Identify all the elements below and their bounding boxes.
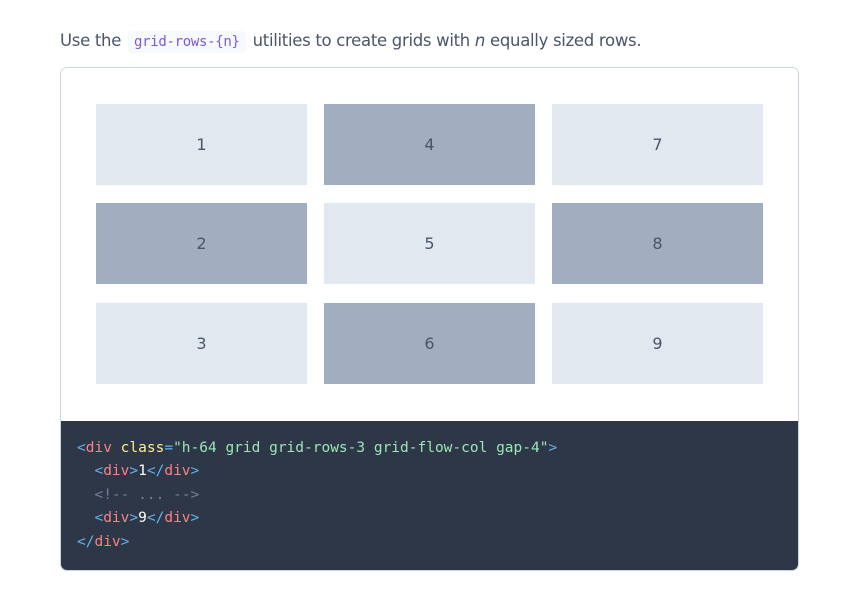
grid-cell: 4	[324, 104, 535, 185]
grid-cell: 2	[96, 203, 307, 284]
code-token: 9	[138, 510, 147, 527]
code-token: <	[94, 510, 104, 527]
code-token: div	[85, 440, 112, 456]
grid-cell: 8	[552, 203, 763, 284]
code-token: >	[129, 463, 139, 480]
code-token: >	[129, 510, 139, 527]
code-token: div	[164, 510, 191, 527]
intro-part: equally sized rows.	[485, 30, 642, 50]
code-token: <	[94, 463, 104, 480]
intro-part: utilities to create grids with	[247, 30, 475, 50]
code-token: class	[111, 440, 165, 456]
intro-part: Use the	[60, 30, 126, 50]
grid-preview: 1 2 3 4 5 6 7 8 9	[61, 68, 798, 421]
code-line: </div>	[77, 531, 798, 554]
inline-code: grid-rows-{n}	[128, 30, 246, 53]
code-token: "h-64 grid grid-rows-3 grid-flow-col gap…	[173, 440, 549, 456]
code-block: <div class="h-64 grid grid-rows-3 grid-f…	[61, 421, 798, 570]
example-card: 1 2 3 4 5 6 7 8 9 <div class="h-64 grid …	[60, 67, 799, 571]
code-token: >	[190, 463, 200, 480]
code-token: >	[190, 510, 200, 527]
code-token: =	[164, 440, 174, 456]
code-line: <div>9</div>	[77, 507, 798, 530]
code-token: div	[103, 463, 130, 480]
code-token: </	[146, 510, 165, 527]
code-line: <div class="h-64 grid grid-rows-3 grid-f…	[77, 437, 798, 460]
code-token: div	[94, 533, 121, 550]
code-line: <!-- ... -->	[77, 484, 798, 507]
code-token: <	[77, 440, 86, 456]
code-token: div	[103, 510, 130, 527]
code-token: </	[146, 463, 165, 480]
code-token: >	[548, 440, 558, 456]
grid-cell: 9	[552, 303, 763, 384]
intro-emphasis: n	[474, 30, 486, 50]
code-token: >	[120, 533, 130, 550]
intro-text: Use the grid-rows-{n} utilities to creat…	[60, 30, 642, 53]
grid-cell: 7	[552, 104, 763, 185]
code-token: 1	[138, 463, 147, 480]
grid-cell: 6	[324, 303, 535, 384]
code-token: div	[164, 463, 191, 480]
grid-cell: 1	[96, 104, 307, 185]
grid-cell: 5	[324, 203, 535, 284]
code-token: </	[77, 533, 95, 550]
code-comment: <!-- ... -->	[94, 486, 200, 503]
code-line: <div>1</div>	[77, 460, 798, 483]
grid-cell: 3	[96, 303, 307, 384]
